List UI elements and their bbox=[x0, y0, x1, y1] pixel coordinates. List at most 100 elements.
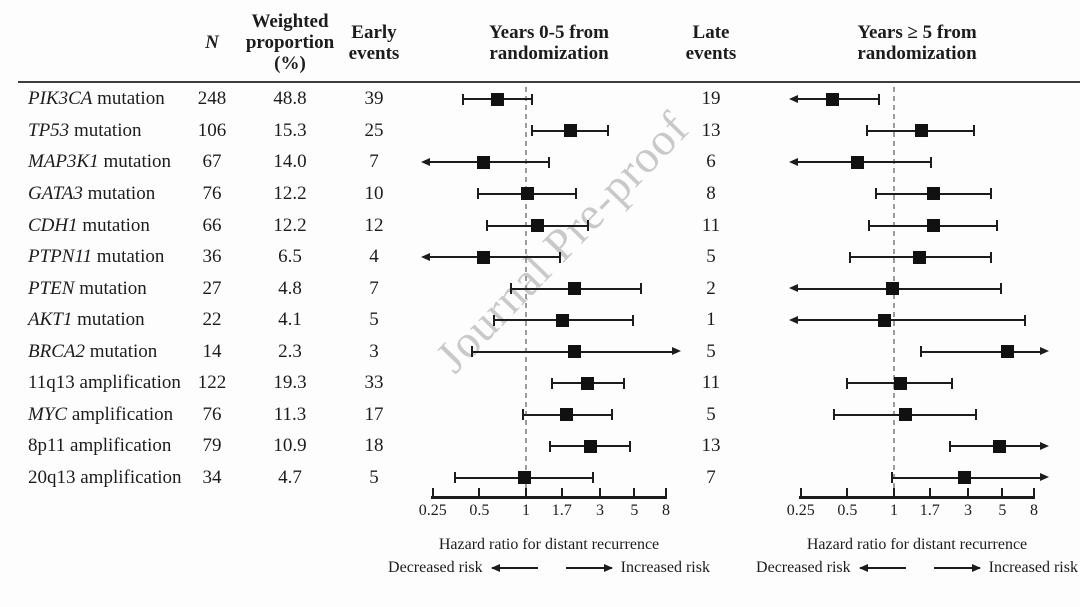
n-value: 14 bbox=[202, 340, 222, 362]
axis-tick-label-late: 1 bbox=[890, 502, 899, 519]
gene-name: GATA3 bbox=[28, 182, 83, 204]
late-events-value: 19 bbox=[701, 88, 721, 110]
row-label: 20q13 amplification bbox=[28, 467, 182, 489]
decreased-risk-arrow-icon bbox=[858, 564, 906, 572]
ci-arrow-low-early bbox=[420, 157, 430, 166]
n-value: 122 bbox=[197, 372, 227, 394]
late-events-value: 6 bbox=[706, 151, 716, 173]
ci-cap-high-early bbox=[632, 314, 634, 326]
ci-arrow-high-late bbox=[1040, 473, 1049, 482]
axis-tick-late bbox=[1001, 488, 1004, 496]
row-label: CDH1 mutation bbox=[28, 215, 150, 237]
alteration-type: amplification bbox=[65, 435, 172, 457]
alteration-type: mutation bbox=[92, 246, 165, 268]
hr-marker-early bbox=[567, 345, 581, 359]
hr-marker-late bbox=[914, 124, 928, 138]
increased-risk-label: Increased risk bbox=[620, 559, 710, 576]
early-events-value: 17 bbox=[364, 403, 384, 425]
ci-arrow-low-late bbox=[788, 94, 798, 103]
ci-line-late bbox=[796, 319, 1025, 322]
early-events-value: 18 bbox=[364, 435, 384, 457]
n-value: 22 bbox=[202, 309, 222, 331]
axis-tick-label-late: 1.7 bbox=[919, 502, 940, 519]
ci-cap-high-early bbox=[574, 188, 577, 200]
ci-cap-high-late bbox=[973, 125, 976, 137]
row-label: MYC amplification bbox=[28, 404, 173, 426]
weighted-proportion-value: 12.2 bbox=[273, 182, 307, 204]
ci-cap-low-late bbox=[920, 346, 923, 358]
axis-tick-early bbox=[478, 488, 481, 496]
ci-cap-high-late bbox=[1000, 283, 1002, 295]
panel-title-early: Years 0-5 from randomization bbox=[489, 22, 609, 64]
hr-marker-early bbox=[560, 408, 574, 422]
ci-cap-high-late bbox=[995, 220, 998, 231]
panel-title-late: Years ≥ 5 from randomization bbox=[857, 22, 977, 64]
row-label: BRCA2 mutation bbox=[28, 341, 157, 363]
row-label: PIK3CA mutation bbox=[28, 88, 165, 110]
hr-marker-late bbox=[958, 471, 972, 485]
weighted-proportion-value: 10.9 bbox=[273, 435, 307, 457]
hr-marker-late bbox=[927, 219, 941, 232]
early-events-value: 12 bbox=[364, 214, 384, 236]
gene-name: MYC bbox=[28, 403, 68, 425]
row-label: GATA3 mutation bbox=[28, 183, 155, 205]
reference-line-hr1-early bbox=[525, 87, 528, 496]
alteration-type: amplification bbox=[67, 403, 174, 425]
row-label: AKT1 mutation bbox=[28, 309, 145, 331]
ci-cap-high-early bbox=[591, 472, 594, 484]
increased-risk-label: Increased risk bbox=[988, 559, 1078, 576]
alteration-type: mutation bbox=[92, 88, 165, 110]
ci-cap-low-late bbox=[866, 125, 869, 137]
early-events-value: 10 bbox=[364, 182, 384, 204]
x-axis-line-early bbox=[431, 496, 668, 499]
ci-cap-high-early bbox=[629, 440, 632, 452]
gene-name: MAP3K1 bbox=[28, 151, 99, 173]
hr-marker-early bbox=[476, 155, 490, 169]
n-value: 79 bbox=[202, 435, 222, 457]
axis-tick-early bbox=[633, 488, 636, 496]
late-events-value: 2 bbox=[706, 277, 716, 299]
axis-tick-label-early: 8 bbox=[662, 502, 670, 519]
n-value: 248 bbox=[197, 88, 227, 110]
axis-tick-early bbox=[525, 488, 528, 496]
alteration-type: mutation bbox=[77, 214, 150, 236]
ci-cap-low-early bbox=[509, 283, 512, 295]
decreased-risk-label: Decreased risk bbox=[756, 559, 851, 576]
late-events-value: 5 bbox=[706, 246, 716, 268]
weighted-proportion-value: 48.8 bbox=[273, 88, 307, 110]
ci-cap-high-early bbox=[607, 125, 610, 137]
ci-cap-low-early bbox=[531, 125, 534, 137]
axis-tick-late bbox=[893, 488, 896, 496]
late-events-value: 11 bbox=[701, 214, 721, 236]
ci-cap-low-late bbox=[875, 188, 878, 200]
ci-cap-high-late bbox=[929, 156, 932, 168]
ci-arrow-low-late bbox=[788, 157, 798, 166]
ci-arrow-low-early bbox=[420, 252, 430, 261]
increased-risk-arrow-icon bbox=[565, 564, 613, 572]
hr-marker-early bbox=[518, 471, 532, 485]
weighted-proportion-value: 19.3 bbox=[273, 372, 307, 394]
weighted-proportion-value: 11.3 bbox=[273, 403, 307, 425]
weighted-proportion-value: 14.0 bbox=[273, 151, 307, 173]
row-label: PTPN11 mutation bbox=[28, 246, 164, 268]
ci-cap-high-late bbox=[975, 409, 978, 421]
row-label: TP53 mutation bbox=[28, 120, 142, 142]
early-events-value: 33 bbox=[364, 372, 384, 394]
ci-cap-high-early bbox=[586, 220, 589, 231]
alteration-type: mutation bbox=[98, 151, 172, 173]
alteration-type: mutation bbox=[85, 340, 158, 362]
gene-name: PTEN bbox=[28, 277, 75, 299]
weighted-proportion-value: 12.2 bbox=[273, 214, 307, 236]
ci-cap-low-late bbox=[868, 220, 871, 231]
ci-arrow-high-late bbox=[1040, 441, 1049, 450]
gene-name: 8p11 bbox=[28, 435, 66, 457]
axis-tick-late bbox=[928, 488, 931, 496]
hr-marker-late bbox=[825, 92, 839, 106]
decreased-risk-arrow-icon bbox=[490, 564, 538, 572]
hr-marker-early bbox=[583, 439, 597, 453]
axis-tick-label-early: 3 bbox=[595, 502, 604, 519]
gene-name: 20q13 bbox=[28, 466, 76, 488]
axis-tick-label-late: 0.5 bbox=[837, 502, 858, 519]
axis-tick-label-early: 1 bbox=[522, 502, 531, 519]
alteration-type: amplification bbox=[74, 372, 181, 394]
